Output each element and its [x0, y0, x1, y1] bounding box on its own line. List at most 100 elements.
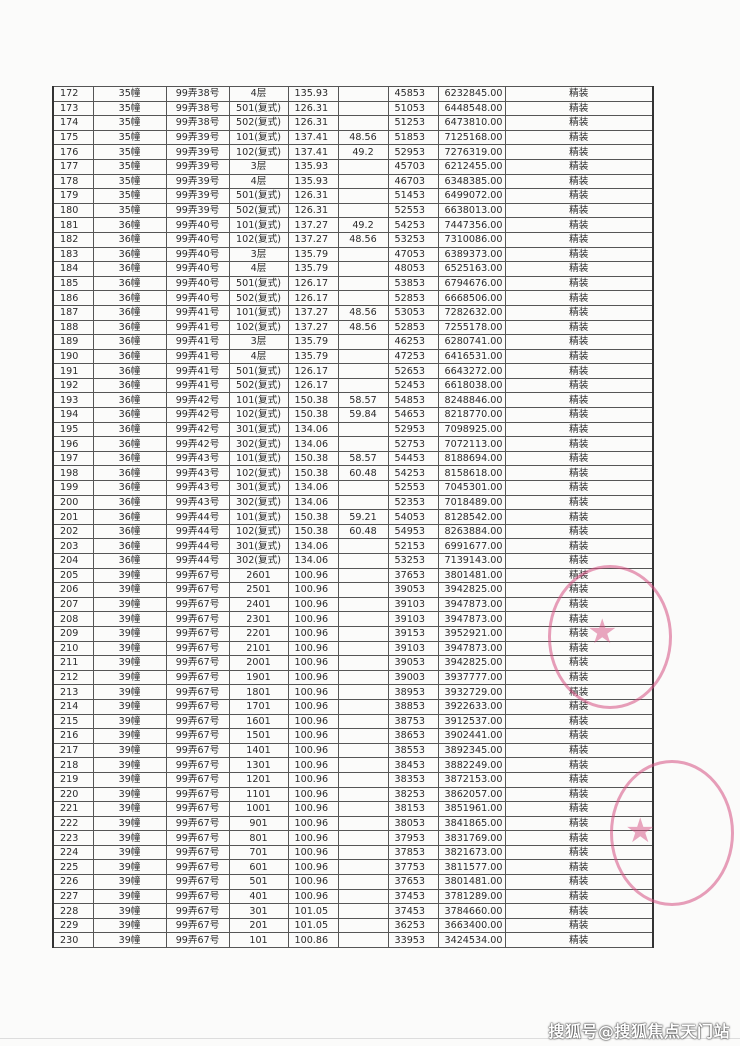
floor-area-cell: 100.96 — [287, 786, 339, 803]
decoration-cell: 精装 — [504, 830, 654, 846]
total-price-cell: 7255178.00 — [437, 319, 506, 336]
table-row: 224 39幢 99弄67号 701 100.96 37853 3821673.00 精装 — [52, 844, 654, 861]
decoration-cell: 精装 — [504, 275, 654, 292]
address-cell: 99弄67号 — [165, 582, 230, 598]
table-row: 191 36幢 99弄41号 501(复式) 126.17 52653 6643272.00… — [52, 363, 654, 379]
table-row: 208 39幢 99弄67号 2301 100.96 39103 3947873.00 精装 — [52, 611, 654, 627]
total-price-cell: 6232845.00 — [437, 86, 506, 102]
extra-area-cell — [337, 436, 389, 452]
address-cell: 99弄41号 — [165, 377, 230, 394]
floor-area-cell: 100.96 — [287, 859, 339, 876]
decoration-cell: 精装 — [504, 377, 654, 394]
building-cell: 39幢 — [92, 567, 167, 584]
extra-area-cell — [337, 86, 389, 102]
building-cell: 39幢 — [92, 655, 167, 671]
building-cell: 39幢 — [92, 728, 167, 744]
unit-cell: 1301 — [228, 757, 289, 773]
decoration-cell: 精装 — [504, 669, 654, 686]
decoration-cell: 精装 — [504, 859, 654, 876]
row-number-cell: 217 — [52, 742, 94, 759]
extra-area-cell — [337, 202, 389, 219]
decoration-cell: 精装 — [504, 348, 654, 365]
decoration-cell: 精装 — [504, 465, 654, 482]
building-cell: 36幢 — [92, 465, 167, 482]
unit-price-cell: 52653 — [387, 363, 439, 379]
total-price-cell: 3947873.00 — [437, 596, 506, 613]
address-cell: 99弄44号 — [165, 538, 230, 554]
total-price-cell: 6525163.00 — [437, 261, 506, 277]
unit-price-cell: 33953 — [387, 932, 439, 949]
unit-cell: 501(复式) — [228, 100, 289, 117]
decoration-cell: 精装 — [504, 188, 654, 204]
row-number-cell: 204 — [52, 553, 94, 569]
address-cell: 99弄67号 — [165, 786, 230, 803]
unit-cell: 1601 — [228, 713, 289, 730]
unit-cell: 102(复式) — [228, 407, 289, 423]
address-cell: 99弄67号 — [165, 669, 230, 686]
building-cell: 36幢 — [92, 421, 167, 438]
unit-price-cell: 52553 — [387, 202, 439, 219]
table-row: 203 36幢 99弄44号 301(复式) 134.06 52153 6991677.00… — [52, 538, 654, 554]
total-price-cell: 3811577.00 — [437, 859, 506, 876]
floor-area-cell: 100.96 — [287, 582, 339, 598]
row-number-cell: 198 — [52, 465, 94, 482]
building-cell: 39幢 — [92, 844, 167, 861]
decoration-cell: 精装 — [504, 509, 654, 525]
decoration-cell: 精装 — [504, 917, 654, 934]
row-number-cell: 190 — [52, 348, 94, 365]
unit-cell: 4层 — [228, 261, 289, 277]
floor-area-cell: 135.93 — [287, 86, 339, 102]
extra-area-cell — [337, 728, 389, 744]
total-price-cell: 7072113.00 — [437, 436, 506, 452]
decoration-cell: 精装 — [504, 728, 654, 744]
address-cell: 99弄67号 — [165, 932, 230, 949]
decoration-cell: 精装 — [504, 757, 654, 773]
decoration-cell: 精装 — [504, 698, 654, 715]
unit-cell: 3层 — [228, 158, 289, 175]
building-cell: 39幢 — [92, 684, 167, 700]
building-cell: 36幢 — [92, 553, 167, 569]
total-price-cell: 7045301.00 — [437, 480, 506, 496]
total-price-cell: 3902441.00 — [437, 728, 506, 744]
table-row: 176 35幢 99弄39号 102(复式) 137.41 49.2 52953 727631… — [52, 144, 654, 160]
total-price-cell: 3942825.00 — [437, 655, 506, 671]
total-price-cell: 6280741.00 — [437, 334, 506, 350]
unit-cell: 1901 — [228, 669, 289, 686]
unit-cell: 1401 — [228, 742, 289, 759]
decoration-cell: 精装 — [504, 713, 654, 730]
decoration-cell: 精装 — [504, 801, 654, 817]
floor-area-cell: 135.93 — [287, 158, 339, 175]
address-cell: 99弄44号 — [165, 553, 230, 569]
total-price-cell: 3663400.00 — [437, 917, 506, 934]
table-row: 180 35幢 99弄39号 502(复式) 126.31 52553 6638013.00… — [52, 202, 654, 219]
total-price-cell: 8128542.00 — [437, 509, 506, 525]
building-cell: 35幢 — [92, 158, 167, 175]
table-row: 229 39幢 99弄67号 201 101.05 36253 3663400.00 精装 — [52, 917, 654, 934]
row-number-cell: 209 — [52, 625, 94, 642]
decoration-cell: 精装 — [504, 684, 654, 700]
extra-area-cell — [337, 246, 389, 263]
unit-cell: 1701 — [228, 698, 289, 715]
total-price-cell: 3801481.00 — [437, 874, 506, 890]
address-cell: 99弄39号 — [165, 202, 230, 219]
floor-area-cell: 137.27 — [287, 319, 339, 336]
unit-cell: 2001 — [228, 655, 289, 671]
building-cell: 36幢 — [92, 275, 167, 292]
table-row: 186 36幢 99弄40号 502(复式) 126.17 52853 6668506.00… — [52, 290, 654, 306]
unit-price-cell: 47053 — [387, 246, 439, 263]
unit-price-cell: 39003 — [387, 669, 439, 686]
address-cell: 99弄67号 — [165, 801, 230, 817]
unit-cell: 301(复式) — [228, 421, 289, 438]
row-number-cell: 221 — [52, 801, 94, 817]
floor-area-cell: 150.38 — [287, 407, 339, 423]
unit-cell: 1101 — [228, 786, 289, 803]
floor-area-cell: 101.05 — [287, 917, 339, 934]
decoration-cell: 精装 — [504, 771, 654, 788]
floor-area-cell: 126.31 — [287, 115, 339, 131]
table-row: 216 39幢 99弄67号 1501 100.96 38653 3902441.00 精装 — [52, 728, 654, 744]
extra-area-cell: 48.56 — [337, 129, 389, 146]
total-price-cell: 3892345.00 — [437, 742, 506, 759]
extra-area-cell: 49.2 — [337, 144, 389, 160]
total-price-cell: 6389373.00 — [437, 246, 506, 263]
row-number-cell: 208 — [52, 611, 94, 627]
